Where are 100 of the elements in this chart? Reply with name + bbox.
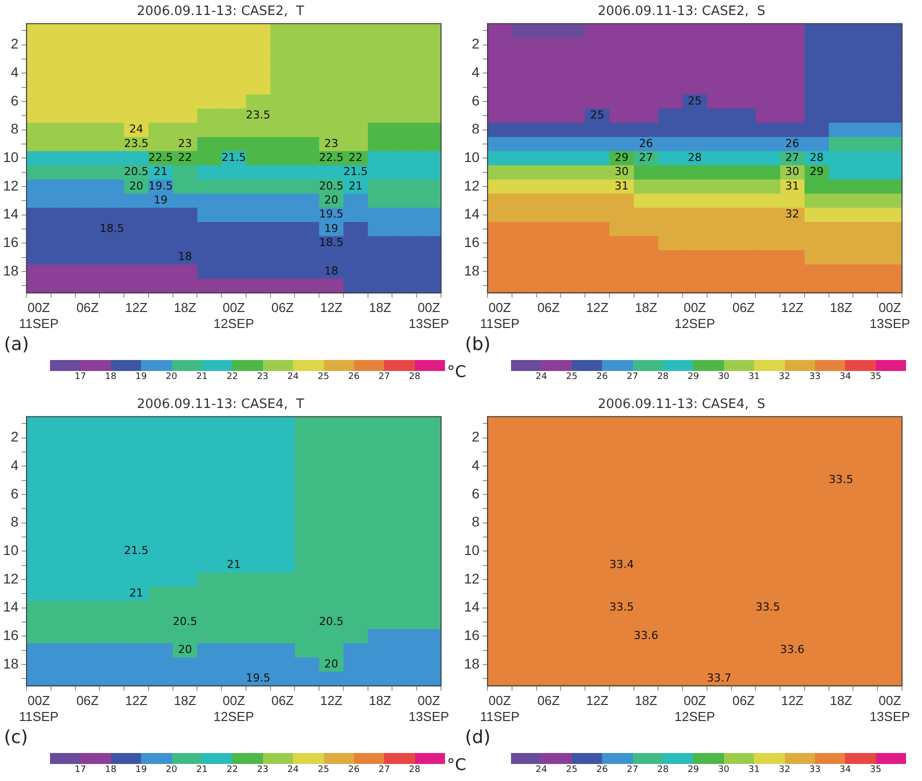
data-label: 20.5 [124, 165, 149, 178]
color-bar-label: 33 [809, 372, 821, 382]
y-tick-label: 18 [464, 262, 480, 278]
data-label: 32 [785, 208, 800, 221]
data-label: 25 [688, 94, 702, 108]
x-tick-label: 12Z [586, 300, 609, 316]
color-bar-label: 30 [718, 765, 730, 775]
x-tick-label: 12Z [125, 693, 148, 708]
color-bar-label: 33 [809, 765, 821, 775]
x-tick-label: 18Z [830, 300, 852, 316]
color-bar-label: 20 [166, 765, 178, 775]
y-tick-label: 10 [2, 542, 19, 558]
y-tick-label: 16 [2, 627, 19, 644]
y-tick-label: 4 [10, 64, 19, 80]
y-tick-label: 2 [10, 428, 19, 445]
data-label: 18.5 [100, 222, 124, 235]
chart-title: 2006.09.11-13: CASE2, T [136, 4, 304, 20]
y-tick-label: 4 [472, 64, 480, 80]
data-label: 21 [348, 179, 363, 192]
x-tick-label: 00Z 13SEP [408, 693, 450, 724]
y-tick-label: 6 [10, 485, 19, 502]
data-label: 18 [178, 250, 192, 264]
x-tick-label: 18Z [368, 693, 392, 708]
x-tick-label: 12Z [586, 693, 609, 708]
color-bar-label: 28 [657, 372, 669, 382]
x-tick-label: 00Z 13SEP [408, 300, 450, 331]
color-bar-label: 31 [748, 372, 760, 382]
color-bar-label: 23 [256, 765, 268, 775]
data-label: 23 [178, 136, 192, 150]
color-bar-label: 28 [657, 765, 669, 775]
y-tick-label: 18 [464, 655, 480, 672]
x-tick-label: 06Z [537, 693, 560, 708]
chart-title: 2006.09.11-13: CASE4, T [136, 397, 304, 412]
data-label: 19.5 [246, 672, 270, 685]
data-label: 28 [810, 151, 824, 164]
x-tick-label: 06Z [271, 300, 294, 316]
y-tick-label: 14 [464, 206, 480, 222]
x-tick-label: 18Z [368, 300, 392, 316]
y-tick-label: 10 [464, 542, 480, 558]
color-bar-label: 23 [256, 372, 268, 382]
color-bar-label: 27 [378, 372, 390, 382]
color-bar-label: 24 [536, 765, 548, 775]
data-label: 21 [226, 558, 241, 572]
y-tick-label: 10 [464, 149, 480, 166]
color-bar-label: 28 [408, 372, 420, 382]
x-tick-label: 12Z [320, 300, 343, 316]
x-tick-label: 12Z [781, 693, 804, 708]
color-bar-label: 22 [226, 372, 238, 382]
color-bar-label: 18 [105, 765, 116, 775]
x-tick-label: 18Z [830, 693, 852, 708]
data-label: 29 [810, 165, 824, 178]
x-tick-label: 00Z 11SEP [19, 300, 59, 331]
x-tick-label: 06Z [76, 693, 99, 708]
x-tick-label: 00Z 12SEP [214, 693, 254, 724]
data-label: 33.6 [780, 643, 805, 656]
data-label: 22 [178, 151, 192, 164]
data-label: 19.5 [148, 179, 173, 192]
color-bar-label: 27 [626, 765, 638, 775]
color-bar-label: 35 [870, 765, 882, 775]
data-label: 21 [154, 165, 168, 178]
y-tick-label: 8 [472, 120, 480, 137]
color-bar-label: 24 [287, 372, 299, 382]
data-label: 24 [129, 122, 144, 136]
color-bar-label: 19 [135, 372, 147, 382]
data-label: 28 [688, 151, 702, 164]
x-tick-label: 00Z 12SEP [674, 300, 716, 331]
data-label: 30 [785, 165, 800, 178]
color-bar-label: 19 [135, 765, 147, 775]
x-tick-label: 00Z 11SEP [19, 693, 59, 724]
text: (b) [465, 334, 490, 355]
color-bar-label: 32 [778, 372, 790, 382]
y-tick-label: 6 [472, 485, 480, 502]
x-tick-label: 06Z [271, 693, 294, 708]
y-tick-label: 2 [472, 428, 480, 445]
text: (d) [465, 727, 490, 748]
color-bar-label: 26 [348, 372, 360, 382]
chart-title: 2006.09.11-13: CASE2, S [598, 4, 766, 20]
data-label: 33.5 [828, 473, 854, 486]
data-label: 21.5 [343, 165, 368, 178]
x-tick-label: 00Z 12SEP [674, 693, 716, 724]
x-tick-label: 06Z [537, 300, 560, 316]
x-tick-label: 06Z [76, 300, 99, 316]
data-label: 19 [154, 194, 168, 207]
y-tick-label: 8 [472, 514, 480, 530]
color-bar-label: 17 [74, 765, 86, 775]
x-tick-label: 18Z [174, 693, 196, 708]
color-bar-label: 20 [166, 372, 178, 382]
color-bar-label: 35 [870, 372, 882, 382]
data-label: 22 [348, 151, 363, 164]
color-bar-title: °C [447, 755, 466, 774]
data-label: 33.7 [706, 672, 732, 685]
color-bar-label: 24 [536, 372, 548, 382]
color-bar-label: 25 [566, 372, 578, 382]
y-tick-label: 2 [472, 36, 480, 52]
color-bar-title: °C [447, 362, 466, 381]
color-bar-label: 25 [318, 765, 330, 775]
x-tick-label: 00Z 12SEP [214, 300, 254, 331]
y-tick-label: 14 [2, 206, 19, 222]
y-tick-label: 14 [2, 598, 19, 615]
data-label: 22.5 [319, 151, 344, 164]
